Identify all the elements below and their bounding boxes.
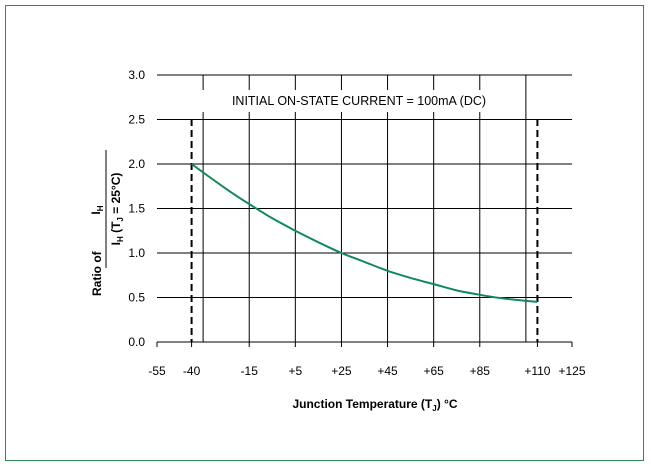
x-tick-label: +5 xyxy=(288,364,302,378)
y-tick-label: 1.0 xyxy=(128,246,145,260)
y-tick-label: 0.5 xyxy=(128,291,145,305)
svg-text:IH: IH xyxy=(89,205,105,214)
x-tick-label: +125 xyxy=(558,364,585,378)
x-tick-label: +25 xyxy=(331,364,352,378)
x-tick-label: +85 xyxy=(470,364,491,378)
x-tick-label: -40 xyxy=(183,364,201,378)
x-tick-label: +65 xyxy=(423,364,444,378)
x-tick-label: -15 xyxy=(241,364,259,378)
svg-text:Ratio of: Ratio of xyxy=(90,250,104,296)
svg-text:IH (TJ = 25°C): IH (TJ = 25°C) xyxy=(109,173,125,246)
ih-ratio-curve xyxy=(191,163,538,303)
x-axis-title: Junction Temperature (TJ) °C xyxy=(292,397,457,413)
y-tick-label: 1.5 xyxy=(128,202,145,216)
annotation-box xyxy=(196,90,522,112)
y-axis-title: Ratio of IH IH (TJ = 25°C) xyxy=(89,150,125,296)
y-tick-label: 3.0 xyxy=(128,68,145,82)
y-tick-label: 2.0 xyxy=(128,157,145,171)
x-tick-label: +45 xyxy=(377,364,398,378)
y-tick-label: 2.5 xyxy=(128,113,145,127)
y-tick-label: 0.0 xyxy=(128,335,145,349)
x-tick-label: +110 xyxy=(524,364,550,378)
annotation-text: INITIAL ON-STATE CURRENT = 100mA (DC) xyxy=(232,94,486,108)
x-tick-label: -55 xyxy=(148,364,166,378)
